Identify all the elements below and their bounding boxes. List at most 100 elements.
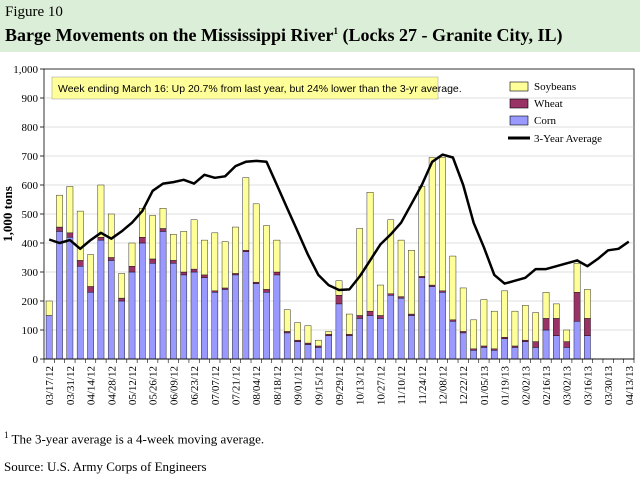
bar-wheat — [304, 342, 312, 345]
bar-soybeans — [346, 313, 353, 335]
bar-wheat — [159, 228, 167, 232]
bar-corn — [470, 350, 477, 360]
bar-wheat — [56, 226, 63, 232]
y-axis: 0 100 200 300 400 500 600 700 800 900 1,000 — [13, 64, 44, 366]
bar-corn — [232, 274, 239, 360]
bar-corn — [97, 239, 105, 360]
bar-corn — [170, 263, 177, 360]
bar-corn — [335, 303, 343, 360]
y-tick-label: 200 — [22, 296, 39, 308]
bar-soybeans — [170, 234, 177, 261]
bar-wheat — [221, 287, 229, 290]
bar-corn — [107, 260, 115, 360]
bar-corn — [221, 289, 229, 360]
chart-area: 0 100 200 300 400 500 600 700 800 900 1,000 03/17/… — [0, 64, 636, 406]
bar-corn — [584, 335, 591, 360]
bar-corn — [459, 332, 467, 360]
x-tick-label: 09/15/12 — [313, 366, 325, 405]
bar-soybeans — [366, 192, 374, 312]
x-tick-label: 10/27/12 — [375, 366, 387, 405]
bar-corn — [159, 231, 167, 360]
bar-wheat — [532, 341, 539, 348]
bar-soybeans — [263, 225, 270, 290]
bar-wheat — [387, 293, 395, 296]
bar-corn — [56, 231, 63, 360]
x-tick-label: 05/26/12 — [148, 366, 160, 405]
bar-wheat — [522, 339, 529, 342]
bar-wheat — [459, 331, 467, 334]
bar-corn — [449, 321, 457, 360]
x-tick-label: 07/07/12 — [210, 366, 222, 405]
bar-soybeans — [294, 322, 301, 341]
bar-wheat — [418, 276, 426, 279]
y-tick-label: 400 — [22, 238, 39, 250]
bar-corn — [273, 274, 281, 360]
bar-corn — [542, 329, 550, 360]
bar-soybeans — [449, 255, 457, 321]
source-note: Source: U.S. Army Corps of Engineers — [4, 459, 207, 474]
bar-soybeans — [428, 157, 436, 286]
bar-corn — [428, 286, 436, 360]
footnote-text: The 3-year average is a 4-week moving av… — [11, 431, 265, 447]
bar-soybeans — [273, 239, 281, 273]
bar-corn — [211, 292, 219, 360]
bar-soybeans — [45, 300, 53, 316]
bar-soybeans — [180, 231, 188, 273]
bar-corn — [294, 341, 301, 360]
legend-label-soybeans: Soybeans — [534, 81, 576, 93]
bar-corn — [480, 347, 488, 360]
bars — [45, 157, 591, 360]
bar-wheat — [283, 331, 291, 334]
bar-soybeans — [211, 232, 219, 292]
bar-wheat — [294, 339, 301, 342]
bar-wheat — [470, 348, 477, 351]
x-tick-label: 02/02/13 — [520, 366, 532, 406]
bar-wheat — [563, 341, 571, 348]
bar-corn — [366, 315, 374, 360]
bar-corn — [522, 341, 529, 360]
bar-corn — [553, 335, 560, 360]
bar-wheat — [201, 274, 208, 278]
bar-soybeans — [221, 241, 229, 289]
figure-header: Figure 10 Barge Movements on the Mississ… — [0, 0, 640, 52]
chart-title-rest: (Locks 27 - Granite City, IL) — [337, 25, 563, 45]
x-tick-label: 08/04/12 — [251, 366, 263, 405]
y-tick-label: 1,000 — [13, 64, 38, 76]
legend-swatch-corn — [509, 115, 529, 126]
x-tick-label: 03/31/12 — [65, 366, 77, 405]
bar-corn — [190, 271, 198, 360]
bar-corn — [283, 332, 291, 360]
bar-wheat — [211, 290, 219, 293]
bar-soybeans — [532, 312, 539, 342]
x-tick-label: 04/14/12 — [86, 366, 98, 405]
bar-corn — [242, 251, 250, 360]
legend-label-corn: Corn — [534, 115, 557, 127]
annotation-box — [51, 76, 439, 100]
bar-corn — [377, 318, 384, 360]
y-tick-label: 800 — [22, 122, 39, 134]
bar-wheat — [263, 289, 270, 293]
bar-corn — [304, 344, 312, 360]
bar-soybeans — [252, 203, 260, 283]
bar-wheat — [252, 281, 260, 284]
title-footnote-marker: 1 — [333, 26, 338, 36]
x-tick-label: 12/08/12 — [438, 366, 450, 405]
bar-wheat — [180, 271, 188, 276]
x-axis: 03/17/12 03/31/12 04/14/12 04/28/12 05/12/12… — [43, 358, 636, 406]
bar-corn — [201, 277, 208, 360]
bar-wheat — [356, 315, 364, 319]
bar-soybeans — [459, 287, 467, 332]
legend-label-average: 3-Year Average — [534, 133, 602, 145]
bar-soybeans — [584, 289, 591, 319]
bar-soybeans — [418, 186, 426, 277]
bar-corn — [387, 294, 395, 360]
bar-soybeans — [283, 309, 291, 332]
x-tick-label: 09/01/12 — [293, 366, 305, 405]
bar-soybeans — [470, 319, 477, 350]
bar-wheat — [573, 292, 581, 322]
bar-corn — [149, 263, 156, 360]
x-tick-label: 03/17/12 — [44, 366, 56, 405]
bar-wheat — [490, 348, 498, 351]
bar-soybeans — [542, 292, 550, 319]
bar-wheat — [87, 286, 94, 293]
